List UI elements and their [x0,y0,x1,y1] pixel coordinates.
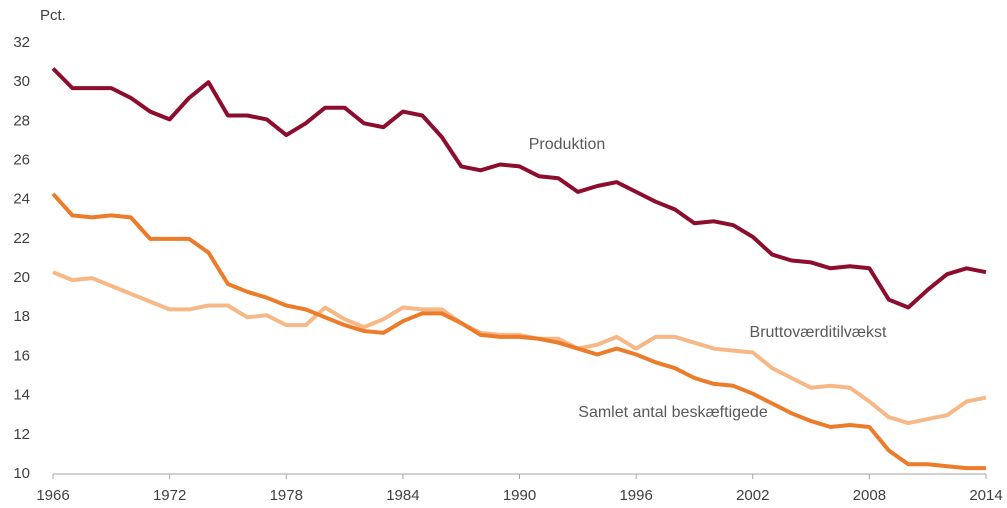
series-line [52,270,987,426]
y-tick-label: 26 [13,152,30,169]
y-tick-label: 28 [13,112,30,129]
x-tick-label: 2002 [736,487,769,504]
series-label: Bruttoværditilvækst [750,324,887,341]
series-label: Samlet antal beskæftigede [578,404,768,421]
x-tick-label: 1972 [153,487,186,504]
x-tick-label: 1978 [270,487,303,504]
series-label: Produktion [529,136,606,153]
y-tick-label: 24 [13,191,30,208]
y-tick-label: 22 [13,230,30,247]
x-tick-label: 2008 [853,487,886,504]
y-axis-label: Pct. [40,7,66,24]
y-tick-label: 32 [13,34,30,51]
y-tick-label: 18 [13,308,30,325]
y-tick-label: 20 [13,269,30,286]
y-tick-label: 10 [13,465,30,482]
x-tick-label: 1984 [386,487,419,504]
y-tick-label: 30 [13,73,30,90]
series-line [51,67,987,310]
series-line [51,192,986,471]
y-tick-label: 16 [13,347,30,364]
y-tick-label: 12 [13,426,30,443]
x-tick-label: 1996 [619,487,652,504]
x-tick-label: 1990 [503,487,536,504]
x-tick-label: 1966 [36,487,69,504]
x-tick-label: 2014 [969,487,1002,504]
y-tick-label: 14 [13,387,30,404]
